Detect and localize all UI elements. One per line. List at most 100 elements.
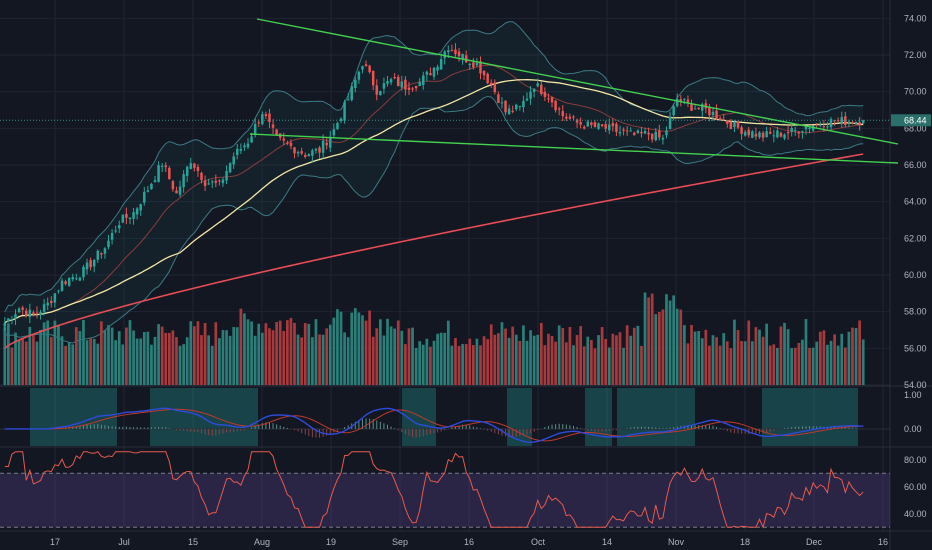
candle-body <box>429 73 432 76</box>
volume-bar <box>811 347 815 385</box>
volume-bar <box>758 329 761 385</box>
candle-body <box>618 132 622 134</box>
candle-body <box>314 148 318 151</box>
price-tick-label: 60.00 <box>904 270 927 280</box>
last-price-badge <box>891 114 931 127</box>
candle-body <box>96 250 100 260</box>
candle-body <box>493 82 497 93</box>
volume-bar <box>386 318 389 385</box>
candle-body <box>125 213 128 218</box>
candle-body <box>604 124 607 129</box>
candle-body <box>100 253 103 255</box>
candle-body <box>568 116 572 119</box>
volume-bar <box>439 332 443 385</box>
candle-body <box>282 138 286 141</box>
volume-bar <box>668 300 672 385</box>
volume-bar <box>378 319 382 385</box>
volume-bar <box>632 327 636 385</box>
candle-body <box>672 106 675 116</box>
candle-body <box>675 98 679 106</box>
volume-bar <box>64 345 67 385</box>
volume-bar <box>218 338 221 385</box>
candle-body <box>128 217 132 220</box>
volume-bar <box>425 338 429 385</box>
time-tick-label: 14 <box>602 537 612 547</box>
candle-body <box>46 302 49 306</box>
volume-bar <box>89 337 92 385</box>
candle-body <box>10 319 14 321</box>
volume-bar <box>797 342 801 385</box>
volume-bar <box>57 324 60 385</box>
volume-bar <box>303 323 307 385</box>
volume-bar <box>311 337 314 385</box>
candle-body <box>214 180 218 183</box>
volume-bar <box>46 320 50 385</box>
volume-bar <box>786 329 790 385</box>
candle-body <box>253 124 257 135</box>
candle-body <box>654 131 658 141</box>
volume-bar <box>826 344 829 385</box>
volume-bar <box>539 322 543 385</box>
volume-bar <box>285 320 289 385</box>
candle-body <box>89 260 92 268</box>
volume-bar <box>815 341 819 385</box>
trendline-upper <box>256 18 899 145</box>
candle-body <box>457 51 461 57</box>
volume-bar <box>167 332 171 385</box>
candle-body <box>121 214 125 223</box>
candle-body <box>529 91 532 99</box>
volume-bar <box>729 348 733 385</box>
volume-bar <box>436 333 439 385</box>
volume-bar <box>121 344 125 385</box>
volume-bar <box>733 319 736 385</box>
time-tick-label: 16 <box>878 537 888 547</box>
price-tick-label: 72.00 <box>904 50 927 60</box>
volume-bar <box>207 335 211 385</box>
candle-body <box>200 172 203 181</box>
candle-body <box>225 171 228 181</box>
candle-body <box>582 126 586 129</box>
candle-body <box>171 181 175 190</box>
volume-bar <box>117 331 121 385</box>
candle-body <box>540 84 543 95</box>
volume-bar <box>393 328 397 385</box>
volume-bar <box>153 336 157 385</box>
volume-bar <box>221 330 225 385</box>
candle-body <box>790 128 793 132</box>
volume-bar <box>493 334 497 385</box>
candle-body <box>325 142 328 146</box>
volume-bar <box>575 335 579 385</box>
volume-bar <box>697 331 701 385</box>
candle-body <box>736 121 740 128</box>
volume-bar <box>246 319 250 385</box>
candle-body <box>386 80 389 84</box>
candle-body <box>246 143 250 148</box>
candle-body <box>479 61 482 74</box>
volume-bar <box>146 331 150 385</box>
candle-body <box>135 208 139 215</box>
candle-body <box>422 75 425 85</box>
volume-bar <box>554 341 557 385</box>
candle-body <box>7 318 10 322</box>
candle-body <box>414 85 418 89</box>
price-tick-label: 66.00 <box>904 160 927 170</box>
candle-body <box>400 81 404 88</box>
volume-bar <box>332 317 336 385</box>
rsi-tick-label: 80.00 <box>904 455 927 465</box>
volume-bar <box>157 324 160 385</box>
candle-body <box>590 122 593 125</box>
volume-bar <box>239 308 243 385</box>
candle-body <box>486 73 489 84</box>
candle-body <box>243 145 246 148</box>
candle-body <box>597 123 600 129</box>
last-price-label: 68.44 <box>904 115 927 125</box>
candle-body <box>303 154 307 157</box>
volume-bar <box>225 330 228 385</box>
time-tick-label: 19 <box>326 537 336 547</box>
volume-bar <box>704 329 708 385</box>
candle-body <box>185 166 189 176</box>
candle-body <box>389 79 393 83</box>
candle-body <box>772 135 776 137</box>
candle-body <box>565 116 568 119</box>
volume-bar <box>836 345 840 385</box>
